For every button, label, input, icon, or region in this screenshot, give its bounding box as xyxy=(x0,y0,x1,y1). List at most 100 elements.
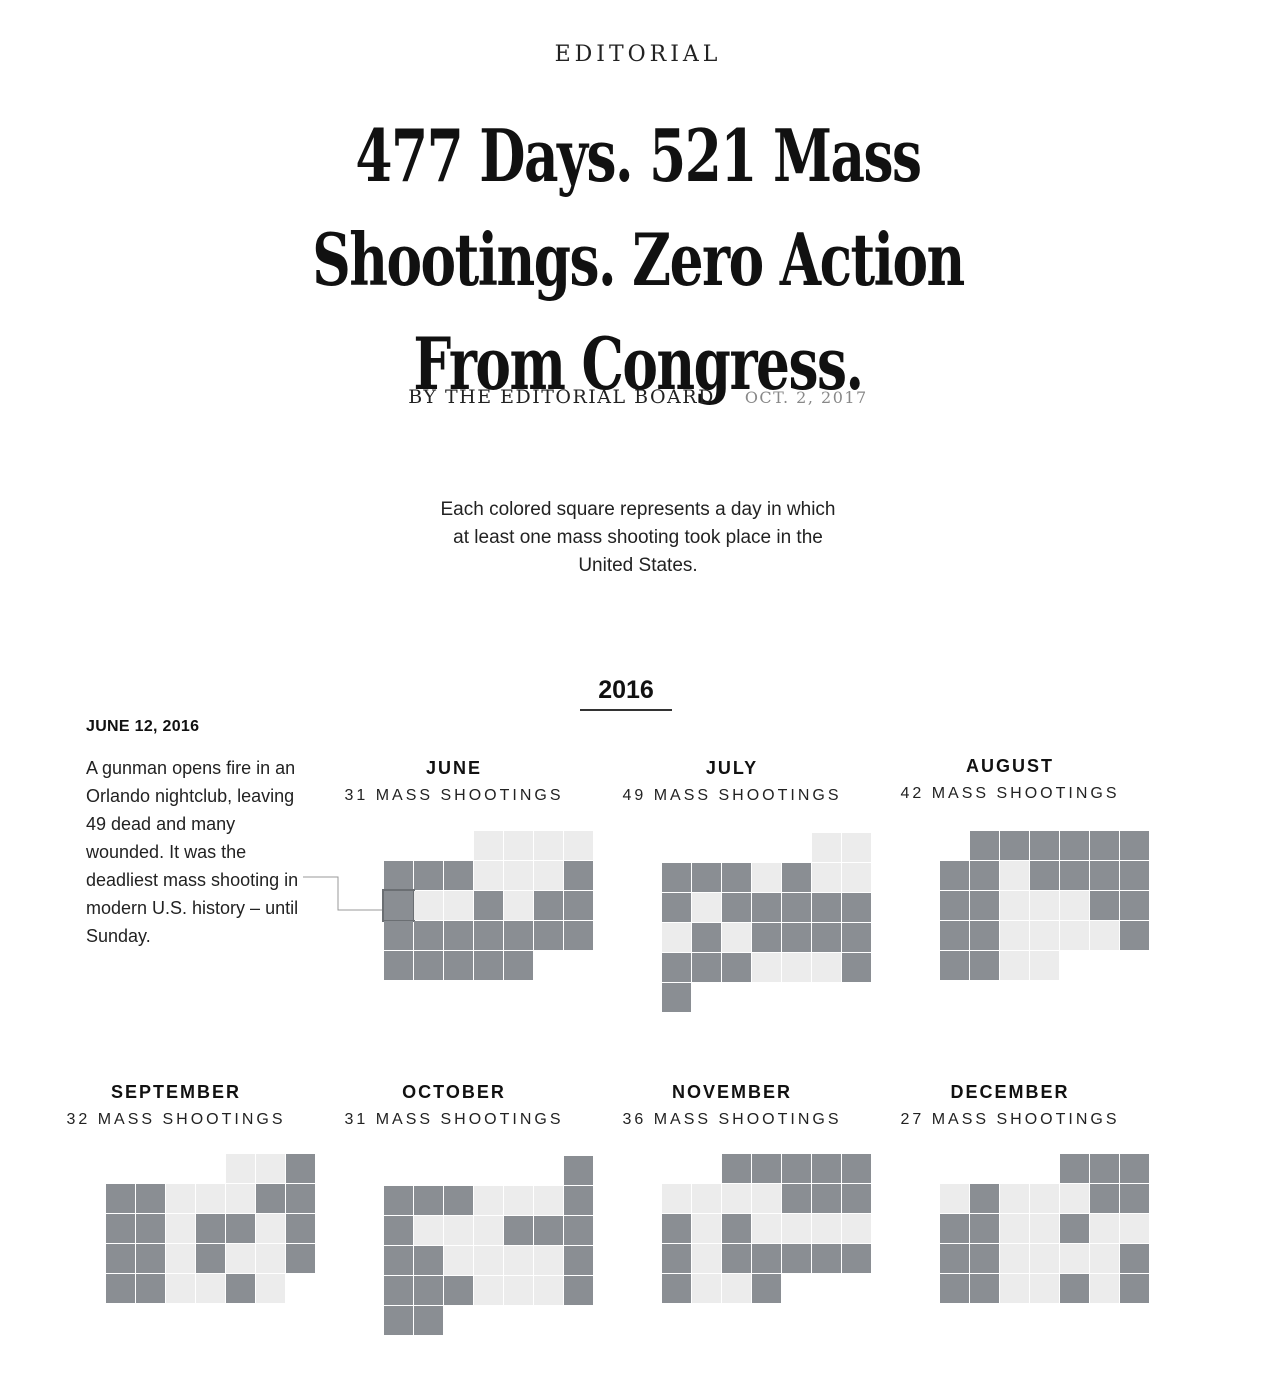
day-cell[interactable] xyxy=(226,1184,255,1213)
day-cell[interactable] xyxy=(286,1244,315,1273)
day-cell[interactable] xyxy=(414,1306,443,1335)
day-cell[interactable] xyxy=(940,1184,969,1213)
day-cell[interactable] xyxy=(1120,921,1149,950)
day-cell[interactable] xyxy=(256,1154,285,1183)
day-cell[interactable] xyxy=(1000,891,1029,920)
day-cell[interactable] xyxy=(414,891,443,920)
day-cell[interactable] xyxy=(384,1216,413,1245)
day-cell[interactable] xyxy=(940,861,969,890)
day-cell[interactable] xyxy=(1060,1184,1089,1213)
day-cell[interactable] xyxy=(662,1214,691,1243)
day-cell[interactable] xyxy=(782,953,811,982)
day-cell[interactable] xyxy=(1090,921,1119,950)
day-cell[interactable] xyxy=(504,1186,533,1215)
day-cell[interactable] xyxy=(940,1244,969,1273)
day-cell[interactable] xyxy=(692,923,721,952)
day-cell[interactable] xyxy=(1060,831,1089,860)
day-cell[interactable] xyxy=(970,1274,999,1303)
day-cell[interactable] xyxy=(534,1276,563,1305)
day-cell[interactable] xyxy=(504,831,533,860)
day-cell[interactable] xyxy=(504,921,533,950)
day-cell[interactable] xyxy=(196,1274,225,1303)
day-cell[interactable] xyxy=(1090,1244,1119,1273)
day-cell[interactable] xyxy=(1000,1184,1029,1213)
day-cell[interactable] xyxy=(940,1274,969,1303)
day-cell[interactable] xyxy=(1120,861,1149,890)
day-cell[interactable] xyxy=(474,1186,503,1215)
day-cell[interactable] xyxy=(812,923,841,952)
day-cell[interactable] xyxy=(782,863,811,892)
day-cell[interactable] xyxy=(940,1214,969,1243)
day-cell[interactable] xyxy=(414,1186,443,1215)
day-cell[interactable] xyxy=(940,921,969,950)
day-cell[interactable] xyxy=(384,1306,413,1335)
day-cell[interactable] xyxy=(1000,921,1029,950)
day-cell[interactable] xyxy=(474,861,503,890)
day-cell[interactable] xyxy=(692,1184,721,1213)
day-cell[interactable] xyxy=(444,861,473,890)
day-cell[interactable] xyxy=(474,1246,503,1275)
day-cell[interactable] xyxy=(782,1214,811,1243)
day-cell[interactable] xyxy=(752,1244,781,1273)
day-cell[interactable] xyxy=(384,1186,413,1215)
day-cell[interactable] xyxy=(722,1244,751,1273)
day-cell[interactable] xyxy=(504,1276,533,1305)
day-cell[interactable] xyxy=(752,1184,781,1213)
day-cell[interactable] xyxy=(534,1216,563,1245)
day-cell[interactable] xyxy=(384,921,413,950)
day-cell[interactable] xyxy=(812,1184,841,1213)
day-cell[interactable] xyxy=(384,861,413,890)
day-cell[interactable] xyxy=(692,1274,721,1303)
day-cell[interactable] xyxy=(812,863,841,892)
day-cell[interactable] xyxy=(474,951,503,980)
day-cell[interactable] xyxy=(1120,1274,1149,1303)
day-cell[interactable] xyxy=(812,1244,841,1273)
day-cell[interactable] xyxy=(1120,1154,1149,1183)
day-cell[interactable] xyxy=(226,1214,255,1243)
day-cell[interactable] xyxy=(1090,891,1119,920)
day-cell[interactable] xyxy=(1120,1184,1149,1213)
day-cell[interactable] xyxy=(752,863,781,892)
day-cell[interactable] xyxy=(970,861,999,890)
day-cell[interactable] xyxy=(384,1276,413,1305)
day-cell[interactable] xyxy=(534,861,563,890)
day-cell[interactable] xyxy=(970,891,999,920)
day-cell[interactable] xyxy=(196,1244,225,1273)
day-cell[interactable] xyxy=(474,1216,503,1245)
day-cell[interactable] xyxy=(1030,1214,1059,1243)
day-cell[interactable] xyxy=(752,1154,781,1183)
day-cell[interactable] xyxy=(722,923,751,952)
day-cell[interactable] xyxy=(444,1246,473,1275)
day-cell[interactable] xyxy=(970,951,999,980)
day-cell[interactable] xyxy=(474,921,503,950)
day-cell[interactable] xyxy=(842,923,871,952)
day-cell[interactable] xyxy=(474,891,503,920)
day-cell[interactable] xyxy=(564,1246,593,1275)
day-cell[interactable] xyxy=(812,833,841,862)
day-cell[interactable] xyxy=(564,861,593,890)
day-cell[interactable] xyxy=(534,1186,563,1215)
day-cell[interactable] xyxy=(1030,1244,1059,1273)
day-cell[interactable] xyxy=(534,891,563,920)
day-cell[interactable] xyxy=(1060,1214,1089,1243)
day-cell[interactable] xyxy=(1060,1244,1089,1273)
day-cell[interactable] xyxy=(564,891,593,920)
day-cell[interactable] xyxy=(564,1216,593,1245)
day-cell[interactable] xyxy=(564,831,593,860)
day-cell[interactable] xyxy=(1060,1154,1089,1183)
day-cell[interactable] xyxy=(662,983,691,1012)
day-cell[interactable] xyxy=(564,1276,593,1305)
day-cell[interactable] xyxy=(504,951,533,980)
day-cell[interactable] xyxy=(136,1184,165,1213)
day-cell[interactable] xyxy=(504,1246,533,1275)
day-cell[interactable] xyxy=(414,951,443,980)
day-cell[interactable] xyxy=(414,921,443,950)
day-cell[interactable] xyxy=(1060,861,1089,890)
day-cell[interactable] xyxy=(196,1184,225,1213)
day-cell[interactable] xyxy=(534,1246,563,1275)
day-cell[interactable] xyxy=(136,1274,165,1303)
day-cell[interactable] xyxy=(970,1184,999,1213)
day-cell[interactable] xyxy=(970,1214,999,1243)
day-cell[interactable] xyxy=(226,1274,255,1303)
day-cell[interactable] xyxy=(1030,1184,1059,1213)
